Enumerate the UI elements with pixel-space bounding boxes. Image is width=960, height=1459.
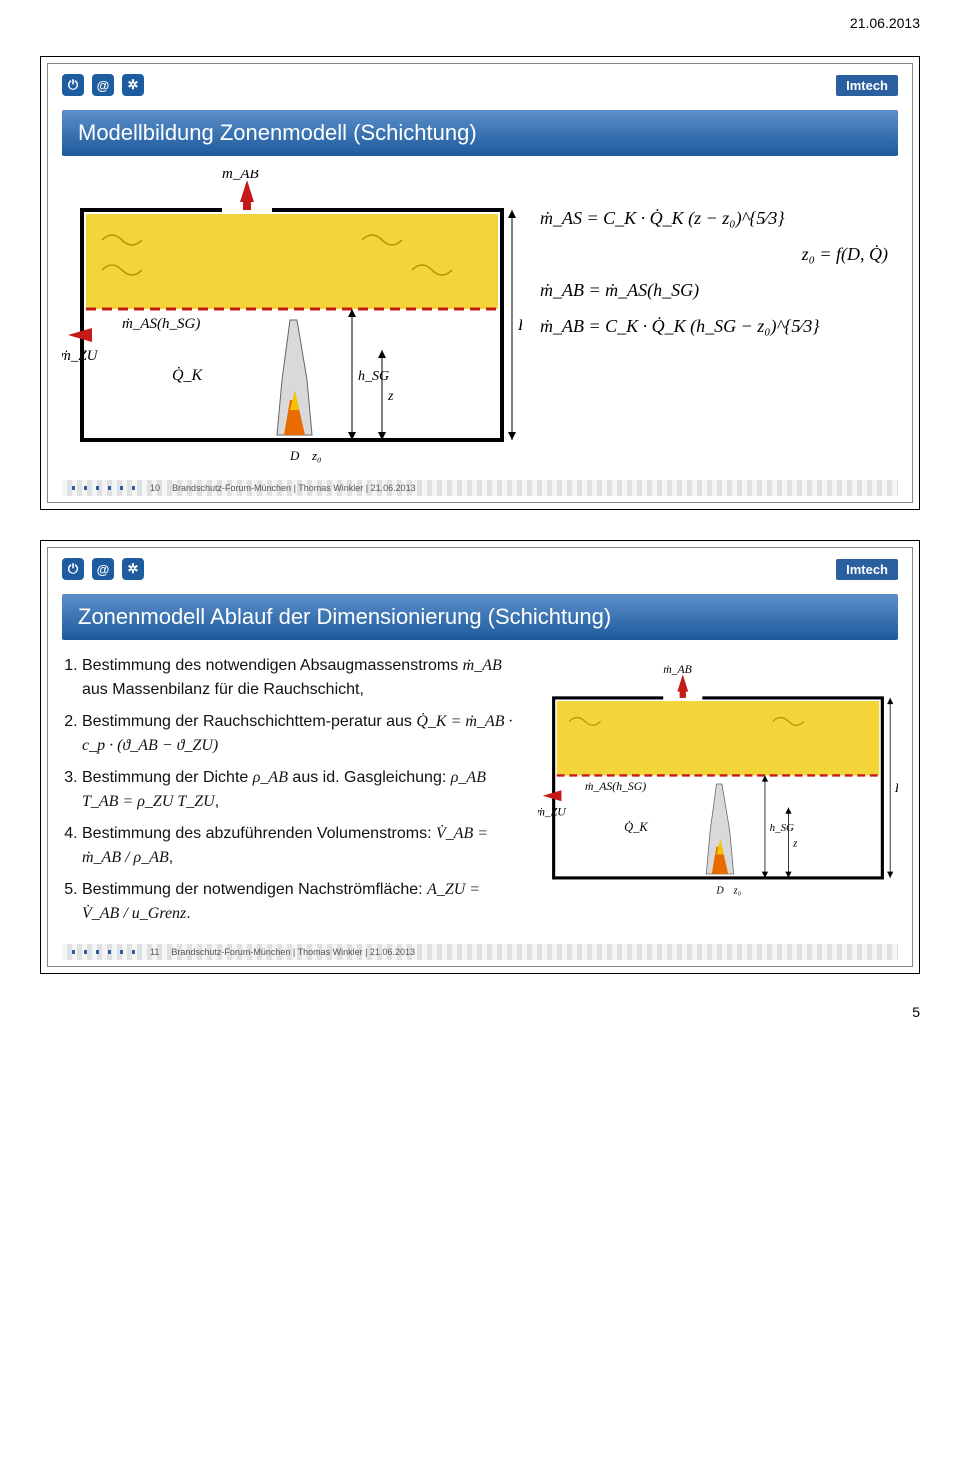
eq-2: z₀ = f(D, Q̇): [540, 236, 898, 272]
slide-1: ⏻ @ ✲ Imtech Modellbildung Zonenmodell (…: [40, 56, 920, 510]
svg-text:z: z: [792, 838, 798, 850]
svg-text:Q̇_K: Q̇_K: [172, 366, 204, 384]
svg-text:ṁ_AS(h_SG): ṁ_AS(h_SG): [585, 780, 646, 793]
svg-text:ṁ_AS(h_SG): ṁ_AS(h_SG): [122, 316, 200, 332]
svg-text:z₀: z₀: [311, 448, 322, 463]
list-item: Bestimmung der Rauchschichttem-peratur a…: [82, 710, 520, 758]
slide-inner: ⏻ @ ✲ Imtech Zonenmodell Ablauf der Dime…: [47, 547, 913, 967]
eq-3: ṁ_AB = ṁ_AS(h_SG): [540, 272, 898, 308]
footer-dots: [72, 486, 142, 490]
svg-text:Q̇_K: Q̇_K: [624, 820, 648, 834]
slide2-footer: 11 Brandschutz-Forum-München | Thomas Wi…: [62, 944, 898, 960]
svg-text:h_SG: h_SG: [358, 369, 389, 384]
eq-4: ṁ_AB = C_K · Q̇_K (h_SG − z₀)^{5⁄3}: [540, 308, 898, 344]
svg-text:z₀: z₀: [733, 886, 742, 897]
footer-num: 11: [150, 947, 159, 957]
footer-num: 10: [150, 483, 160, 493]
slide2-content: Bestimmung des notwendigen Absaugmassens…: [48, 654, 912, 944]
top-icon-row: ⏻ @ ✲ Imtech: [48, 64, 912, 102]
svg-text:ṁ_ZU: ṁ_ZU: [538, 805, 567, 818]
svg-text:ṁ_AB: ṁ_AB: [222, 170, 259, 182]
zone-model-diagram: Q̇_K ṁ_AS(h_SG) ṁ_ZU ṁ_AB H h: [62, 170, 522, 470]
plug-icon: ⏻: [62, 558, 84, 580]
list-item: Bestimmung der notwendigen Nachströmfläc…: [82, 878, 520, 926]
zone-model-diagram-small: Q̇_K ṁ_AS(h_SG) ṁ_ZU ṁ_AB H h_SG z: [538, 654, 898, 934]
footer-text: Brandschutz-Forum-München | Thomas Winkl…: [171, 947, 415, 957]
top-icon-row: ⏻ @ ✲ Imtech: [48, 548, 912, 586]
page-date: 21.06.2013: [0, 0, 960, 36]
imtech-badge: Imtech: [836, 75, 898, 96]
slide-2: ⏻ @ ✲ Imtech Zonenmodell Ablauf der Dime…: [40, 540, 920, 974]
svg-text:H: H: [517, 317, 522, 334]
at-icon: @: [92, 558, 114, 580]
list-item: Bestimmung des abzuführenden Volumenstro…: [82, 822, 520, 870]
imtech-badge: Imtech: [836, 559, 898, 580]
svg-text:z: z: [387, 389, 394, 404]
page-number: 5: [0, 1004, 960, 1040]
gear-icon: ✲: [122, 74, 144, 96]
slide1-title: Modellbildung Zonenmodell (Schichtung): [62, 110, 898, 156]
eq-1: ṁ_AS = C_K · Q̇_K (z − z₀)^{5⁄3}: [540, 200, 898, 236]
slide1-footer: 10 Brandschutz-Forum-München | Thomas Wi…: [62, 480, 898, 496]
at-icon: @: [92, 74, 114, 96]
svg-text:h_SG: h_SG: [770, 822, 794, 834]
svg-text:ṁ_ZU: ṁ_ZU: [62, 348, 99, 364]
svg-text:D: D: [715, 886, 724, 897]
list-item: Bestimmung des notwendigen Absaugmassens…: [82, 654, 520, 702]
svg-text:H: H: [894, 781, 898, 795]
svg-text:ṁ_AB: ṁ_AB: [663, 663, 692, 676]
list-item: Bestimmung der Dichte ρ_AB aus id. Gasgl…: [82, 766, 520, 814]
plug-icon: ⏻: [62, 74, 84, 96]
slide2-title: Zonenmodell Ablauf der Dimensionierung (…: [62, 594, 898, 640]
slide-inner: ⏻ @ ✲ Imtech Modellbildung Zonenmodell (…: [47, 63, 913, 503]
procedure-list: Bestimmung des notwendigen Absaugmassens…: [62, 654, 520, 934]
svg-text:D: D: [289, 448, 300, 463]
equation-block: ṁ_AS = C_K · Q̇_K (z − z₀)^{5⁄3} z₀ = f(…: [540, 170, 898, 470]
footer-dots: [72, 950, 142, 954]
gear-icon: ✲: [122, 558, 144, 580]
footer-text: Brandschutz-Forum-München | Thomas Winkl…: [172, 483, 416, 493]
slide1-content: Q̇_K ṁ_AS(h_SG) ṁ_ZU ṁ_AB H h: [48, 170, 912, 480]
